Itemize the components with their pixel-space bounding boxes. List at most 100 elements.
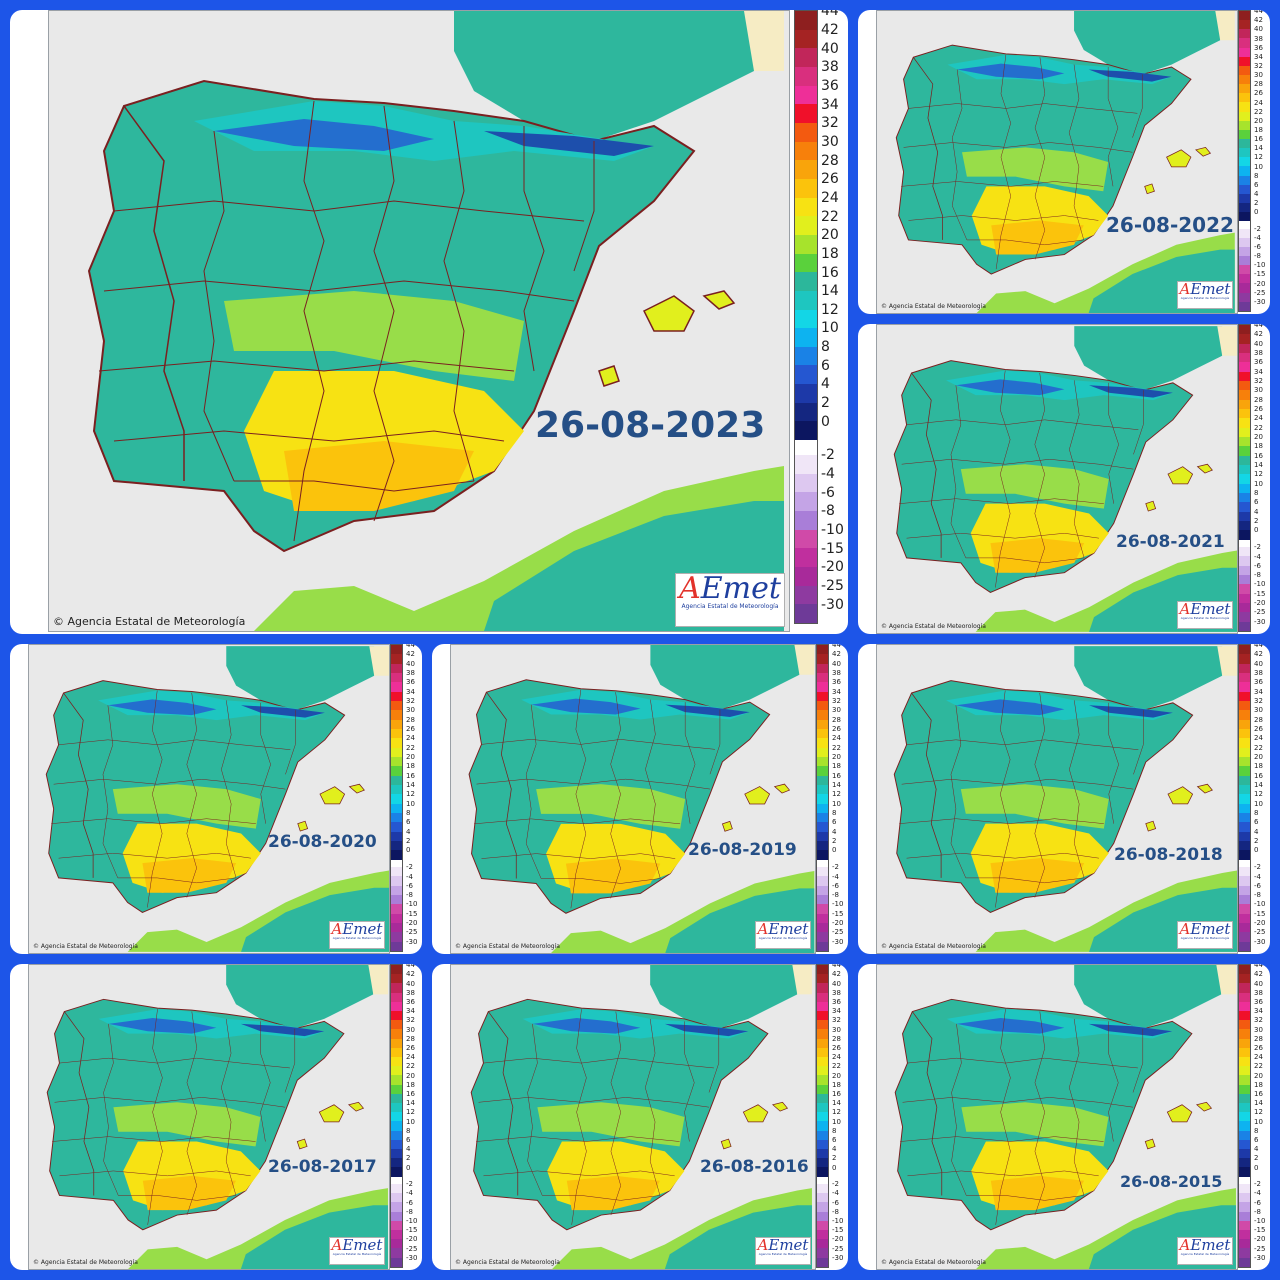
legend-step-22: 22 — [1239, 1062, 1263, 1076]
legend-step-20: 20 — [391, 753, 415, 767]
legend-step-10: 10 — [1239, 163, 1263, 176]
legend-step-10: 10 — [1239, 1118, 1263, 1131]
legend-tick-label: -8 — [832, 891, 839, 900]
legend-step-30: 30 — [1239, 386, 1263, 400]
legend-step-4: 4 — [391, 1145, 410, 1159]
legend-step-16: 16 — [795, 265, 839, 291]
legend-tick-label: 16 — [1254, 1090, 1263, 1098]
legend-tick-label: 8 — [832, 809, 837, 818]
legend-step--4: -4 — [1239, 873, 1261, 886]
legend-step-26: 26 — [391, 725, 415, 739]
legend-step-42: 42 — [391, 650, 415, 664]
legend-tick-label: 28 — [1254, 1034, 1263, 1043]
legend-step-0: 0 — [1239, 1164, 1258, 1177]
legend-gap — [817, 1176, 828, 1185]
legend-step--2: -2 — [817, 1180, 839, 1194]
legend-tick-label: -10 — [821, 521, 844, 538]
legend-step--6: -6 — [1239, 1199, 1261, 1212]
legend-step-16: 16 — [1239, 772, 1263, 785]
legend-step-18: 18 — [795, 246, 839, 273]
legend-tick-label: 12 — [1254, 790, 1263, 799]
legend-tick-label: 16 — [832, 1090, 841, 1098]
legend-tick-label: 24 — [406, 1053, 415, 1062]
date-label: 26-08-2016 — [700, 1157, 809, 1177]
legend-tick-label: 34 — [406, 687, 415, 696]
legend-step--30: -30 — [1239, 298, 1265, 311]
legend-tick-label: 16 — [821, 264, 839, 281]
legend-tick-label: -10 — [1254, 1217, 1266, 1225]
legend-tick-label: 40 — [1254, 25, 1263, 34]
legend-step-42: 42 — [1239, 970, 1263, 984]
legend-tick-label: 40 — [832, 659, 841, 668]
legend-step--25: -25 — [1239, 289, 1265, 302]
legend-step--25: -25 — [795, 578, 844, 605]
legend-tick-label: 38 — [1254, 34, 1263, 43]
legend-step-22: 22 — [391, 1062, 415, 1076]
legend-tick-label: -2 — [1254, 1180, 1261, 1189]
legend-tick-label: 6 — [1254, 818, 1259, 827]
legend-tick-label: 8 — [1254, 489, 1259, 498]
legend-tick-label: 16 — [406, 1090, 415, 1098]
legend-tick-label: 24 — [832, 734, 841, 743]
legend-step-0: 0 — [817, 1164, 836, 1177]
legend-step-20: 20 — [391, 1072, 415, 1085]
credit-text: © Agencia Estatal de Meteorología — [455, 1259, 560, 1266]
legend-step-2: 2 — [391, 1154, 410, 1168]
aemet-logo: AEmet Agencia Estatal de Meteorología — [755, 921, 811, 949]
legend-step-36: 36 — [1239, 678, 1263, 692]
legend-tick-label: 22 — [406, 743, 415, 752]
legend-tick-label: 38 — [821, 59, 839, 76]
legend-step-10: 10 — [817, 1118, 841, 1131]
legend-tick-label: -2 — [832, 1180, 839, 1189]
legend-step--30: -30 — [1239, 938, 1265, 951]
legend-step-26: 26 — [1239, 1044, 1263, 1058]
legend-step--2: -2 — [1239, 225, 1261, 238]
legend-step-16: 16 — [1239, 1090, 1263, 1104]
legend-tick-label: 30 — [406, 706, 415, 715]
legend-tick-label: 34 — [832, 1007, 841, 1016]
legend-step-8: 8 — [795, 339, 830, 366]
legend-step--10: -10 — [1239, 580, 1265, 594]
legend-step--4: -4 — [1239, 553, 1261, 566]
temperature-map: AEmet Agencia Estatal de Meteorología © … — [876, 644, 1238, 954]
legend-step-42: 42 — [391, 970, 415, 984]
legend-tick-label: 30 — [1254, 1025, 1263, 1034]
legend-step-0: 0 — [1239, 846, 1258, 860]
legend-step-18: 18 — [1239, 442, 1263, 456]
date-label: 26-08-2019 — [688, 840, 797, 860]
legend-step-20: 20 — [1239, 433, 1263, 447]
legend-step-10: 10 — [391, 800, 415, 813]
legend-step-4: 4 — [795, 376, 830, 403]
legend-tick-label: -2 — [1254, 543, 1261, 552]
legend-tick-label: 30 — [1254, 386, 1263, 395]
legend-tick-label: 36 — [1254, 997, 1263, 1006]
legend-tick-label: -30 — [406, 1253, 418, 1262]
legend-step-16: 16 — [817, 772, 841, 785]
legend-step-40: 40 — [391, 980, 415, 993]
legend-tick-label: 22 — [406, 1062, 415, 1071]
legend-step-44: 44 — [1239, 644, 1263, 655]
legend-tick-label: -6 — [1254, 561, 1261, 570]
legend-tick-label: 32 — [1254, 697, 1263, 706]
legend-tick-label: 42 — [832, 970, 841, 979]
legend-tick-label: 42 — [1254, 330, 1263, 339]
legend-step-14: 14 — [391, 781, 415, 795]
legend-tick-label: -10 — [832, 900, 844, 909]
iberia-map-graphic — [29, 965, 389, 1269]
legend-gap — [1239, 539, 1250, 548]
panel-2022: AEmet Agencia Estatal de Meteorología © … — [858, 10, 1270, 314]
legend-step-28: 28 — [1239, 396, 1263, 409]
legend-step--2: -2 — [391, 1180, 413, 1194]
legend-tick-label: 26 — [1254, 405, 1263, 414]
legend-step--15: -15 — [817, 910, 843, 923]
legend-step--6: -6 — [1239, 243, 1261, 256]
legend-tick-label: 8 — [832, 1126, 837, 1135]
legend-tick-label: 44 — [406, 964, 415, 970]
legend-step--25: -25 — [391, 928, 417, 942]
legend-gap — [795, 440, 817, 456]
temperature-legend: 44 42 40 38 36 34 32 30 28 26 24 22 20 18 16 14 12 10 8 6 4 2… — [816, 964, 843, 1268]
legend-step--6: -6 — [1239, 562, 1261, 575]
legend-step-22: 22 — [1239, 108, 1263, 121]
legend-tick-label: -25 — [1254, 928, 1266, 937]
temperature-map: AEmet Agencia Estatal de Meteorología © … — [876, 964, 1238, 1270]
